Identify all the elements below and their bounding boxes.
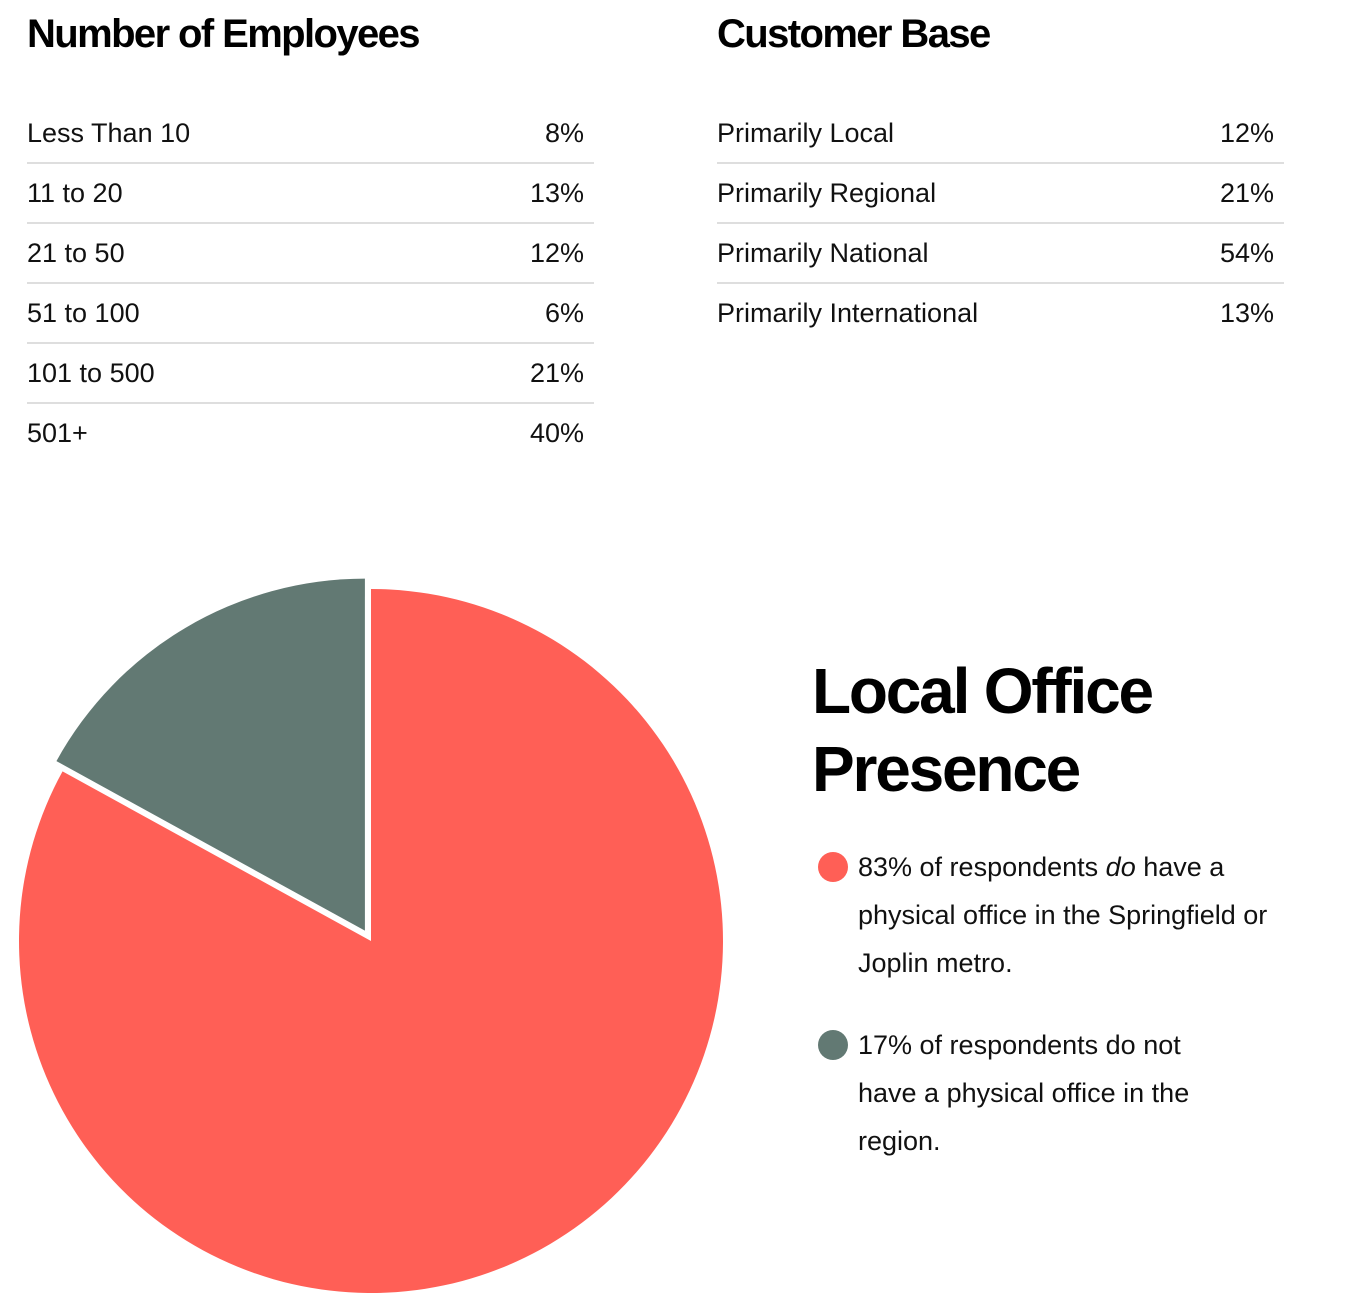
local-office-title: Local Office Presence	[812, 655, 1154, 805]
employees-row: 51 to 100 6%	[27, 284, 594, 344]
employees-row-value: 12%	[529, 238, 584, 268]
local-office-pie-chart	[0, 560, 760, 1312]
customer_base-row-value: 12%	[1219, 118, 1274, 148]
customer_base-row: Primarily National 54%	[717, 224, 1284, 284]
employees-row-value: 8%	[544, 118, 584, 148]
legend-text-no-office: 17% of respondents do not have a physica…	[858, 1030, 1190, 1156]
customer_base-row-label: Primarily National	[717, 238, 929, 268]
employees-row-label: 51 to 100	[27, 298, 140, 328]
pie-svg	[18, 578, 723, 1293]
employees-row-value: 21%	[529, 358, 584, 388]
legend-dot-has-office	[818, 852, 848, 882]
customer_base-row: Primarily Regional 21%	[717, 164, 1284, 224]
employees-row: 501+ 40%	[27, 404, 594, 462]
customer-base-title: Customer Base	[717, 12, 991, 56]
legend-text-has-office: 83% of respondents do have a physical of…	[858, 852, 1268, 978]
customer_base-row-value: 54%	[1219, 238, 1274, 268]
pie-slice-has-office	[18, 589, 723, 1293]
employees-row-value: 6%	[544, 298, 584, 328]
legend-dot-no-office	[818, 1030, 848, 1060]
employees-table: Less Than 10 8% 11 to 20 13% 21 to 50 12% 51 t…	[27, 104, 594, 462]
employees-row: 21 to 50 12%	[27, 224, 594, 284]
employees-row-label: Less Than 10	[27, 118, 191, 148]
customer_base-row-label: Primarily Regional	[717, 178, 937, 208]
customer_base-row-label: Primarily Local	[717, 118, 895, 148]
employees-row: Less Than 10 8%	[27, 104, 594, 164]
pie-slice-no-office	[56, 578, 365, 931]
customer_base-row-value: 13%	[1219, 298, 1274, 328]
customer_base-row: Primarily Local 12%	[717, 104, 1284, 164]
customer_base-row-value: 21%	[1219, 178, 1274, 208]
employees-row: 11 to 20 13%	[27, 164, 594, 224]
customer_base-row-label: Primarily International	[717, 298, 979, 328]
employees-row-value: 40%	[529, 418, 584, 448]
customer_base-row: Primarily International 13%	[717, 284, 1284, 342]
employees-title: Number of Employees	[27, 12, 421, 56]
employees-row-label: 101 to 500	[27, 358, 155, 388]
employees-row-label: 21 to 50	[27, 238, 125, 268]
employees-row-label: 501+	[27, 418, 88, 448]
employees-row-value: 13%	[529, 178, 584, 208]
employees-row-label: 11 to 20	[27, 178, 123, 208]
employees-row: 101 to 500 21%	[27, 344, 594, 404]
customer-base-table: Primarily Local 12% Primarily Regional 21% P…	[717, 104, 1284, 342]
